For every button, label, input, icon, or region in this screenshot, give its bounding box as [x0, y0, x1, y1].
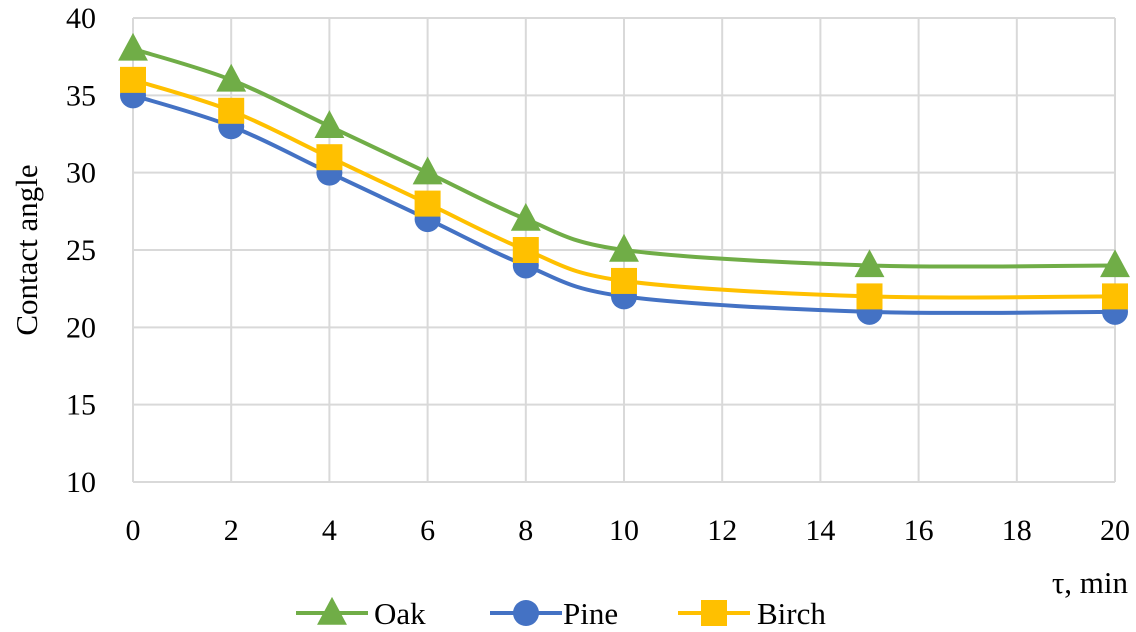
series-oak: [118, 32, 1130, 278]
x-tick-label-10: 10: [609, 514, 639, 547]
x-tick-label-0: 0: [126, 514, 141, 547]
data-point-oak-0: [118, 32, 148, 61]
y-tick-label-10: 10: [66, 466, 96, 499]
x-tick-label-8: 8: [518, 514, 533, 547]
x-tick-label-18: 18: [1002, 514, 1032, 547]
data-point-birch-8: [512, 237, 539, 263]
series-birch: [120, 66, 1128, 310]
data-point-oak-20: [1100, 249, 1130, 278]
data-point-birch-15: [856, 283, 883, 310]
x-tick-label-20: 20: [1100, 514, 1130, 547]
x-axis-ticks: 0 2 4 6 8 10 12 14 16 18 20: [126, 514, 1131, 547]
x-tick-label-14: 14: [805, 514, 835, 547]
legend-item-pine: Pine: [490, 596, 618, 631]
data-point-birch-20: [1102, 283, 1128, 310]
legend-label-pine: Pine: [563, 596, 618, 631]
data-point-oak-4: [314, 110, 345, 138]
y-tick-label-30: 30: [66, 157, 96, 190]
y-tick-label-35: 35: [66, 79, 96, 112]
y-axis-ticks: 10 15 20 25 30 35 40: [66, 2, 96, 499]
legend-marker-birch: [701, 600, 727, 626]
data-point-oak-2: [216, 63, 247, 92]
x-tick-label-16: 16: [904, 514, 934, 547]
legend-label-oak: Oak: [374, 596, 426, 631]
y-tick-label-20: 20: [66, 311, 96, 344]
x-tick-label-2: 2: [224, 514, 239, 547]
y-tick-label-25: 25: [66, 234, 96, 267]
y-axis-title: Contact angle: [9, 164, 44, 335]
legend-marker-pine: [513, 600, 539, 626]
data-point-birch-2: [218, 97, 245, 124]
y-tick-label-40: 40: [66, 2, 96, 35]
legend-label-birch: Birch: [757, 596, 826, 631]
data-point-oak-8: [510, 202, 541, 231]
y-tick-label-15: 15: [66, 389, 96, 422]
data-point-birch-4: [316, 144, 343, 171]
legend-marker-oak: [317, 596, 347, 625]
legend: Oak Pine Birch: [296, 596, 826, 631]
data-point-birch-0: [120, 66, 146, 93]
legend-item-oak: Oak: [296, 596, 426, 631]
x-tick-label-6: 6: [420, 514, 435, 547]
x-tick-label-4: 4: [322, 514, 337, 547]
data-point-oak-15: [854, 249, 885, 278]
x-axis-title: τ, min: [1052, 565, 1129, 600]
data-point-oak-6: [412, 156, 443, 185]
series: [118, 32, 1130, 325]
data-point-oak-10: [609, 233, 639, 262]
data-point-birch-10: [611, 267, 637, 294]
data-point-birch-6: [414, 190, 441, 217]
legend-item-birch: Birch: [678, 596, 826, 631]
x-tick-label-12: 12: [707, 514, 737, 547]
